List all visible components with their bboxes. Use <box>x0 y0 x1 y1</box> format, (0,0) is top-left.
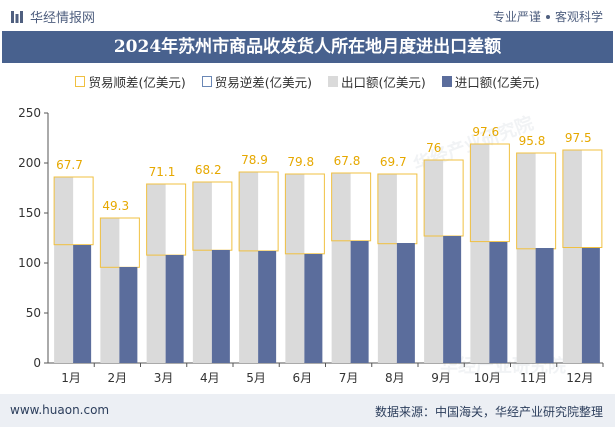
brand-name: 华经情报网 <box>30 11 96 26</box>
surplus-label: 79.8 <box>287 155 314 169</box>
legend-swatch-imports <box>441 76 452 87</box>
surplus-label: 71.1 <box>149 165 176 179</box>
legend-swatch-deficit <box>201 76 212 87</box>
surplus-outline <box>331 172 372 242</box>
export-bar <box>424 160 444 363</box>
y-tick-label: 100 <box>18 256 41 270</box>
x-tick-label: 2月 <box>108 371 128 385</box>
tagline-right: 客观科学 <box>554 10 603 24</box>
x-tick-label: 6月 <box>293 371 313 385</box>
y-tick-label: 200 <box>18 156 41 170</box>
legend-label-surplus: 贸易顺差(亿美元) <box>88 75 186 90</box>
legend-item-surplus: 贸易顺差(亿美元) <box>75 72 186 91</box>
x-tick-label: 7月 <box>339 371 359 385</box>
surplus-label: 97.6 <box>472 125 499 139</box>
export-bar <box>470 144 490 363</box>
y-tick-label: 50 <box>26 306 41 320</box>
import-bar <box>350 241 369 363</box>
x-tick-label: 5月 <box>246 371 266 385</box>
surplus-label: 97.5 <box>565 131 592 145</box>
legend-item-exports: 出口额(亿美元) <box>328 72 426 91</box>
footer-source: 数据来源：中国海关，华经产业研究院整理 <box>374 405 603 419</box>
x-tick-label: 4月 <box>200 371 220 385</box>
surplus-label: 68.2 <box>195 163 222 177</box>
x-tick-label: 8月 <box>385 371 405 385</box>
legend-swatch-surplus <box>75 76 86 87</box>
import-bar <box>258 251 277 363</box>
export-bar <box>331 173 351 363</box>
import-bar <box>119 267 138 363</box>
export-bar <box>377 174 397 363</box>
surplus-outline <box>469 143 510 243</box>
surplus-outline <box>562 149 603 248</box>
tagline-left: 专业严谨 <box>492 10 541 24</box>
export-bar <box>516 153 536 363</box>
surplus-outline <box>53 176 94 246</box>
import-bar <box>304 254 323 363</box>
x-tick-label: 12月 <box>566 371 593 385</box>
import-bar <box>443 236 462 363</box>
import-bar <box>396 243 415 363</box>
y-tick-label: 150 <box>18 206 41 220</box>
legend-label-deficit: 贸易逆差(亿美元) <box>214 75 312 90</box>
export-bar <box>192 182 212 363</box>
footer-url[interactable]: www.huaon.com <box>10 403 110 417</box>
import-bar <box>489 242 508 363</box>
export-bar <box>285 174 305 363</box>
surplus-label: 49.3 <box>102 199 129 213</box>
x-tick-label: 9月 <box>431 371 451 385</box>
legend-label-exports: 出口额(亿美元) <box>341 75 426 90</box>
y-tick-label: 250 <box>18 106 41 120</box>
legend: 贸易顺差(亿美元) 贸易逆差(亿美元) 出口额(亿美元) 进口额(亿美元) <box>0 72 615 91</box>
legend-item-deficit: 贸易逆差(亿美元) <box>201 72 312 91</box>
export-bar <box>239 172 259 363</box>
chart-title: 2024年苏州市商品收发货人所在地月度进出口差额 <box>113 37 502 57</box>
title-bar: 2024年苏州市商品收发货人所在地月度进出口差额 <box>2 31 613 63</box>
surplus-label: 67.8 <box>334 154 361 168</box>
import-bar <box>165 255 184 363</box>
footer: www.huaon.com 数据来源：中国海关，华经产业研究院整理 <box>0 394 615 427</box>
export-bar <box>54 177 74 363</box>
y-tick-label: 0 <box>33 356 41 370</box>
top-bar: 华经情报网 专业严谨 客观科学 <box>0 0 615 30</box>
x-tick-label: 1月 <box>61 371 81 385</box>
bar-chart: 0 50 100 150 200 250 67.7 1月 49.3 2月 71.1 3月 68.2 4月 7… <box>18 106 604 385</box>
separator-dot-icon <box>545 14 550 19</box>
brand: 华经情报网 <box>10 7 95 26</box>
x-tick-label: 11月 <box>520 371 547 385</box>
surplus-label: 95.8 <box>519 134 546 148</box>
surplus-label: 76 <box>426 141 441 155</box>
legend-label-imports: 进口额(亿美元) <box>454 75 540 90</box>
import-bar <box>73 245 92 363</box>
surplus-label: 67.7 <box>56 158 83 172</box>
import-bar <box>581 248 600 363</box>
export-bar <box>146 184 166 363</box>
legend-item-imports: 进口额(亿美元) <box>441 72 540 91</box>
legend-swatch-exports <box>328 76 338 87</box>
surplus-outline <box>238 171 279 252</box>
surplus-label: 78.9 <box>241 153 268 167</box>
brand-logo-icon <box>11 10 23 23</box>
export-bar <box>100 218 120 363</box>
export-bar <box>562 150 582 363</box>
x-tick-label: 3月 <box>154 371 174 385</box>
x-tick-label: 10月 <box>474 371 501 385</box>
surplus-outline <box>284 173 325 255</box>
import-bar <box>211 250 230 363</box>
import-bar <box>535 248 554 363</box>
tagline: 专业严谨 客观科学 <box>493 8 603 25</box>
surplus-label: 69.7 <box>380 155 407 169</box>
